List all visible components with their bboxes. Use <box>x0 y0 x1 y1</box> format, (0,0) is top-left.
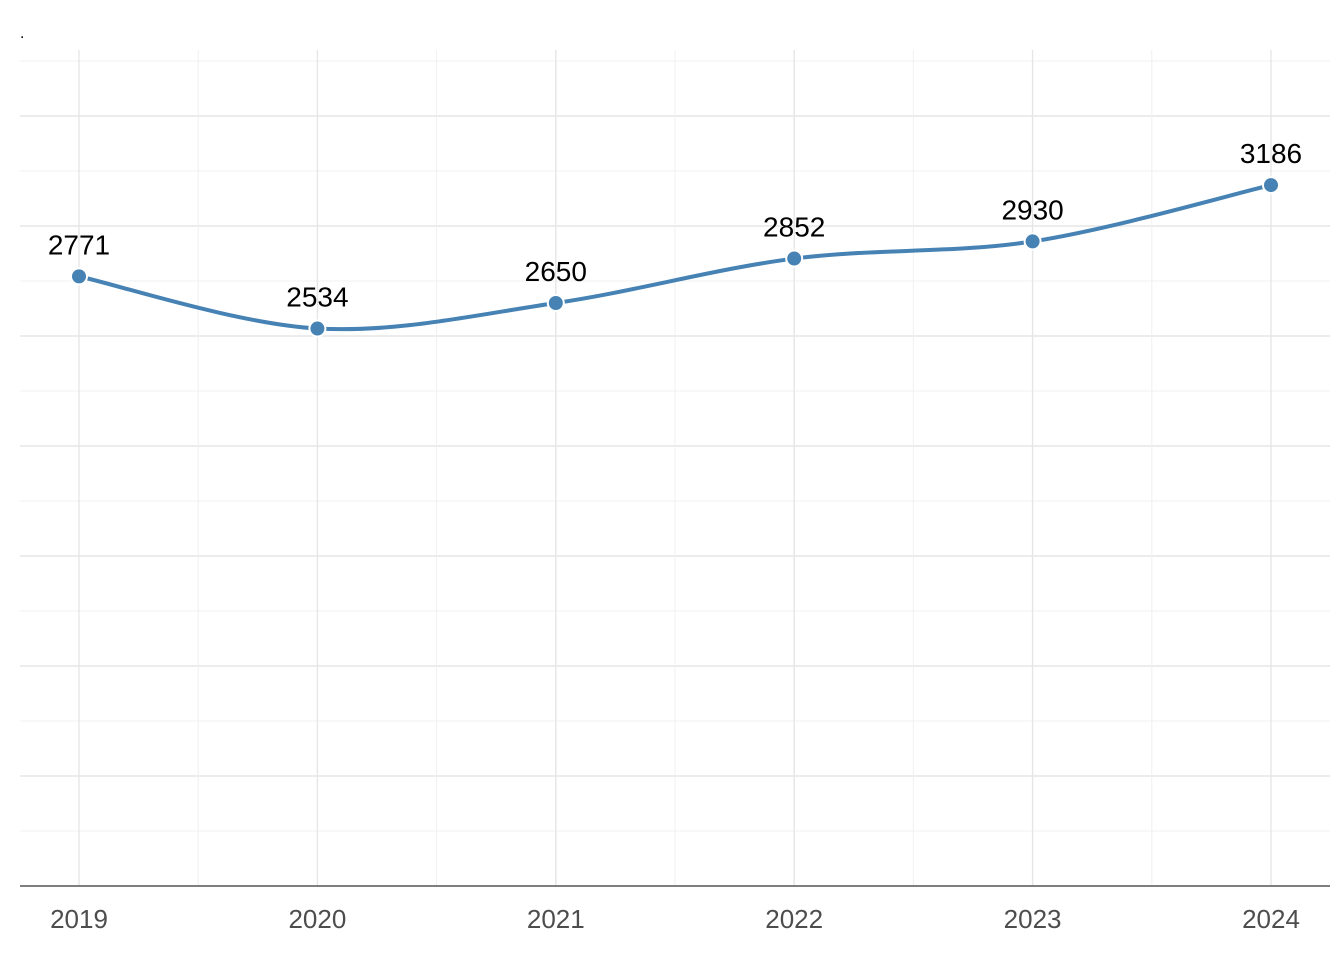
data-point <box>308 319 327 338</box>
grid <box>20 50 1330 886</box>
data-labels: 2771 2534 2650 2852 2930 3186 <box>48 138 1302 312</box>
x-tick-label: 2021 <box>527 904 585 934</box>
data-point <box>546 294 565 312</box>
data-point <box>1023 232 1042 251</box>
x-tick-label: 2019 <box>50 904 108 934</box>
data-point <box>70 267 88 286</box>
data-label: 2771 <box>48 229 110 260</box>
data-label: 2650 <box>525 256 587 287</box>
x-tick-label: 2022 <box>765 904 823 934</box>
data-points <box>70 176 1280 338</box>
x-tick-label: 2020 <box>288 904 346 934</box>
data-label: 3186 <box>1240 138 1302 169</box>
data-label: 2852 <box>763 212 825 243</box>
chart-title: . <box>20 25 24 42</box>
series-line <box>77 183 1273 332</box>
data-label: 2930 <box>1001 194 1063 225</box>
x-tick-label: 2024 <box>1242 904 1300 934</box>
x-tick-label: 2023 <box>1004 904 1062 934</box>
data-point <box>1262 176 1280 195</box>
data-point <box>785 249 804 268</box>
x-axis-tick-labels: 2019 2020 2021 2022 2023 2024 <box>50 904 1300 934</box>
data-label: 2534 <box>286 282 348 313</box>
